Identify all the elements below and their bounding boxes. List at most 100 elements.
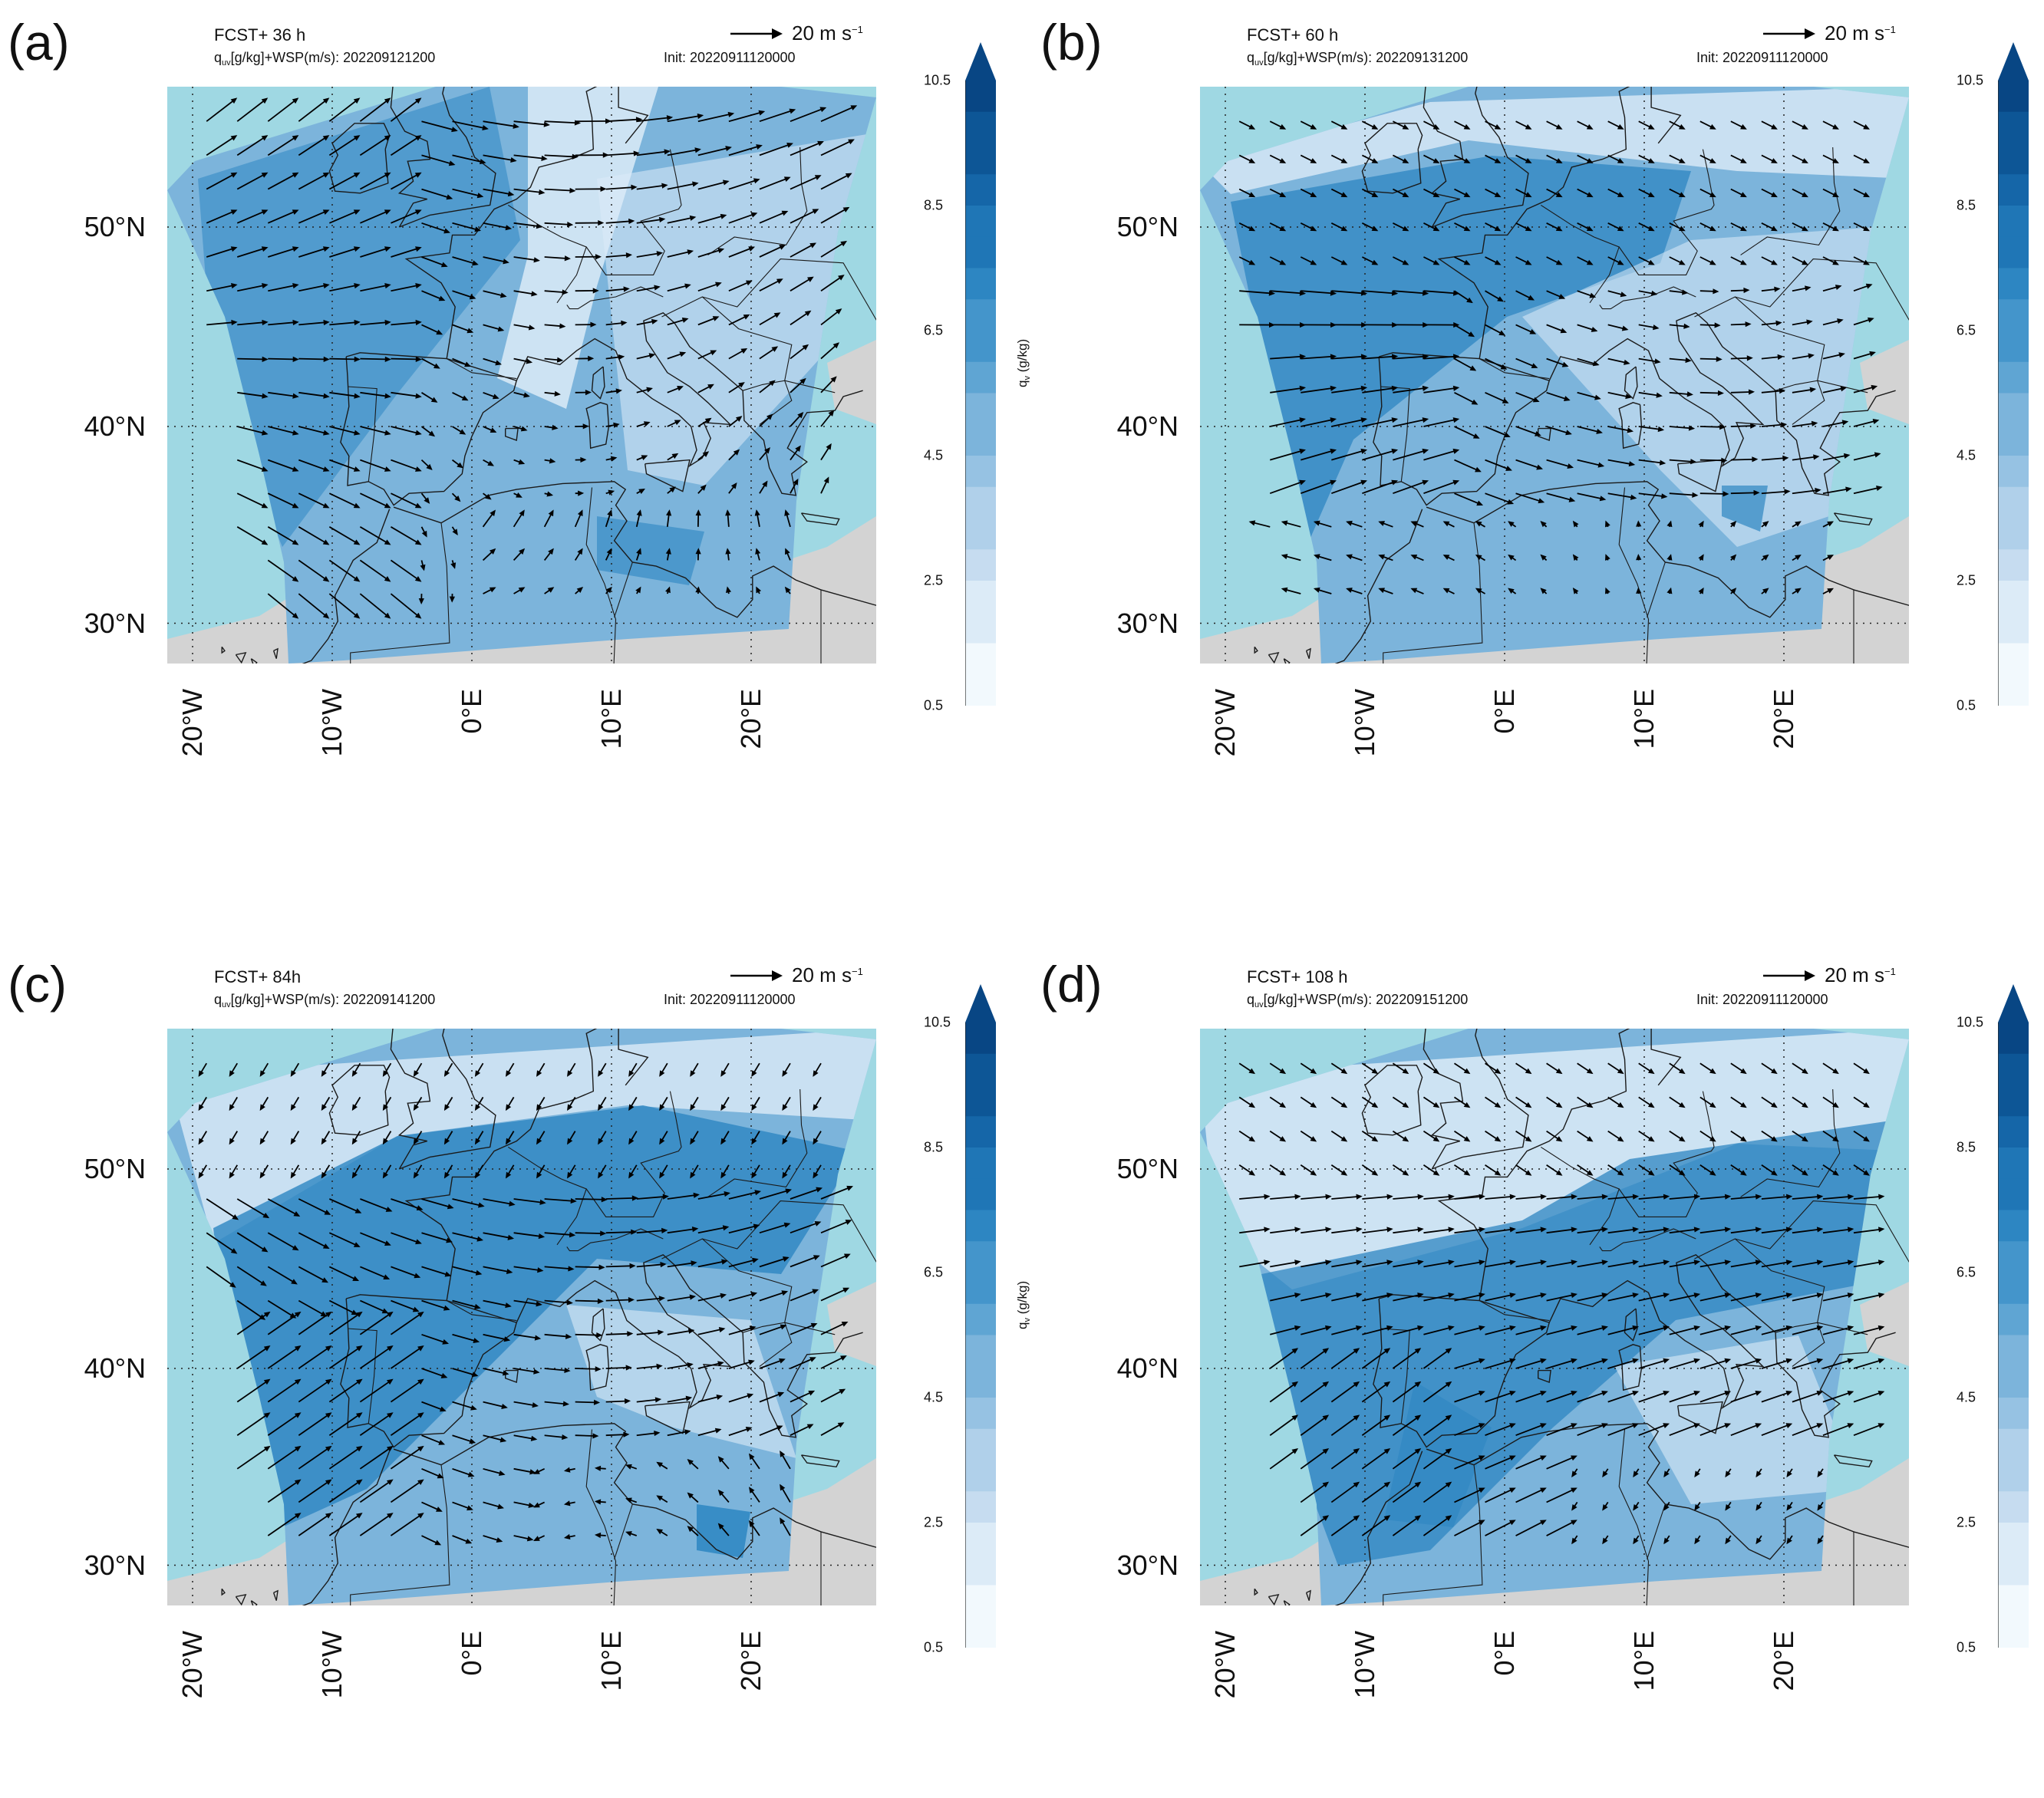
- colorbar-segment: [965, 1523, 996, 1554]
- colorbar-tick-label: 0.5: [924, 698, 943, 714]
- colorbar-unit-label: qv (g/kg): [1015, 339, 1032, 387]
- latitude-label: 50°N: [1117, 211, 1179, 243]
- colorbar-segment: [965, 487, 996, 519]
- colorbar-segment: [965, 1148, 996, 1179]
- colorbar-segment: [1998, 1085, 2029, 1117]
- colorbar-segment: [1998, 424, 2029, 456]
- latitude-label: 40°N: [84, 410, 146, 443]
- colorbar-segment: [965, 1335, 996, 1367]
- variable-description: [g/kg]+WSP(m/s): 202209151200: [1264, 992, 1469, 1007]
- variable-subscript: uv: [1254, 1000, 1264, 1009]
- colorbar-segment: [1998, 519, 2029, 550]
- longitude-label: 20°E: [1768, 689, 1800, 749]
- colorbar-segment: [965, 612, 996, 644]
- forecast-lead-title: FCST+ 60 h: [1247, 27, 1338, 44]
- colorbar-tick-label: 10.5: [1957, 1015, 1983, 1031]
- latitude-label: 30°N: [84, 1549, 146, 1582]
- colorbar: [965, 42, 996, 706]
- moisture-wind-map: [167, 1029, 876, 1605]
- colorbar-segment: [1998, 174, 2029, 206]
- init-time: Init: 20220911120000: [664, 51, 796, 64]
- colorbar-segment: [1998, 1022, 2029, 1054]
- colorbar-tick-label: 8.5: [924, 198, 943, 214]
- colorbar-segment: [965, 206, 996, 237]
- colorbar-segment: [965, 456, 996, 487]
- colorbar-segment: [1998, 1148, 2029, 1179]
- colorbar-segment: [965, 268, 996, 300]
- colorbar-segment: [965, 1116, 996, 1148]
- colorbar-segment: [1998, 1586, 2029, 1617]
- colorbar-segment: [1998, 299, 2029, 331]
- longitude-label: 0°E: [1488, 689, 1521, 733]
- map-panel: (d) FCST+ 108 h quv[g/kg]+WSP(m/s): 2022…: [1033, 942, 2044, 1798]
- colorbar-segment: [965, 1491, 996, 1523]
- latitude-label: 40°N: [1117, 410, 1179, 443]
- colorbar-segment: [1998, 1116, 2029, 1148]
- colorbar-tick-label: 4.5: [1957, 448, 1976, 464]
- colorbar-segment: [965, 362, 996, 394]
- reference-vector-label: 20 m s−1: [792, 23, 863, 43]
- colorbar-segment: [1998, 1460, 2029, 1492]
- variable-symbol: q: [214, 992, 222, 1007]
- colorbar-tick-label: 2.5: [924, 1515, 943, 1531]
- moisture-wind-map: [167, 87, 876, 664]
- colorbar-segment: [1998, 268, 2029, 300]
- reference-arrow-icon: [1762, 962, 1817, 985]
- longitude-label: 10°W: [316, 1631, 348, 1698]
- colorbar-segment: [1998, 394, 2029, 425]
- variable-caption: quv[g/kg]+WSP(m/s): 202209151200: [1247, 993, 1468, 1009]
- variable-symbol: q: [214, 50, 222, 65]
- colorbar-tick-label: 0.5: [924, 1640, 943, 1656]
- colorbar-segment: [1998, 1210, 2029, 1242]
- colorbar-segment: [1998, 1398, 2029, 1429]
- reference-vector: [1762, 20, 1817, 47]
- variable-caption: quv[g/kg]+WSP(m/s): 202209131200: [1247, 51, 1468, 68]
- colorbar-tick-label: 4.5: [924, 1390, 943, 1406]
- colorbar-segment: [965, 1398, 996, 1429]
- colorbar-segment: [1998, 1554, 2029, 1586]
- latitude-label: 30°N: [1117, 608, 1179, 640]
- latitude-label: 40°N: [1117, 1352, 1179, 1385]
- variable-description: [g/kg]+WSP(m/s): 202209121200: [231, 50, 436, 65]
- longitude-label: 10°W: [316, 689, 348, 756]
- panel-letter: (c): [8, 959, 67, 1009]
- colorbar-segment: [1998, 1304, 2029, 1335]
- reference-arrow-icon: [729, 962, 784, 985]
- longitude-label: 20°E: [1768, 1631, 1800, 1691]
- longitude-label: 20°W: [176, 1631, 209, 1698]
- colorbar-segment: [965, 1554, 996, 1586]
- init-time: Init: 20220911120000: [1696, 993, 1828, 1006]
- init-time: Init: 20220911120000: [1696, 51, 1828, 64]
- colorbar-segment: [1998, 1179, 2029, 1210]
- map-panel: (c) FCST+ 84h quv[g/kg]+WSP(m/s): 202209…: [0, 942, 1022, 1798]
- colorbar-segment: [965, 1304, 996, 1335]
- reference-vector-label: 20 m s−1: [1825, 23, 1896, 43]
- colorbar-segment: [965, 81, 996, 112]
- variable-subscript: uv: [1254, 58, 1264, 68]
- colorbar-segment: [965, 1460, 996, 1492]
- reference-vector-label: 20 m s−1: [1825, 965, 1896, 985]
- latitude-label: 30°N: [1117, 1549, 1179, 1582]
- reference-vector-label: 20 m s−1: [792, 965, 863, 985]
- colorbar-segment: [1998, 487, 2029, 519]
- colorbar-segment: [965, 299, 996, 331]
- colorbar-tick-label: 0.5: [1957, 1640, 1976, 1656]
- colorbar-segment: [965, 424, 996, 456]
- longitude-label: 10°W: [1349, 1631, 1381, 1698]
- colorbar-segment: [1998, 581, 2029, 612]
- colorbar-segment: [965, 1366, 996, 1398]
- longitude-label: 10°E: [595, 689, 628, 749]
- colorbar-extend-arrow: [965, 42, 996, 81]
- colorbar-tick-label: 6.5: [924, 323, 943, 339]
- forecast-lead-title: FCST+ 36 h: [214, 27, 305, 44]
- longitude-label: 0°E: [456, 689, 488, 733]
- longitude-label: 10°E: [1628, 689, 1660, 749]
- colorbar-tick-label: 6.5: [1957, 323, 1976, 339]
- colorbar-segment: [965, 331, 996, 362]
- variable-symbol: q: [1247, 50, 1254, 65]
- colorbar-tick-label: 4.5: [1957, 1390, 1976, 1406]
- longitude-label: 0°E: [1488, 1631, 1521, 1675]
- colorbar: [1998, 42, 2029, 706]
- colorbar-segment: [1998, 112, 2029, 143]
- longitude-label: 10°E: [595, 1631, 628, 1691]
